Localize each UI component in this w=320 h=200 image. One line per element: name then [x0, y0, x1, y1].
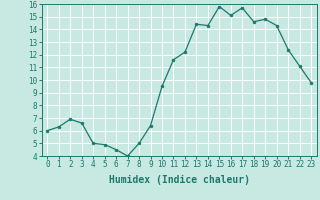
X-axis label: Humidex (Indice chaleur): Humidex (Indice chaleur) [109, 175, 250, 185]
